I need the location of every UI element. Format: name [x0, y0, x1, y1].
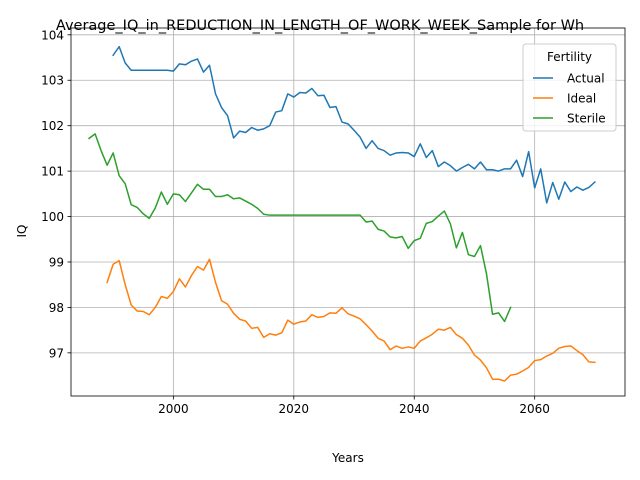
y-tick-label: 103: [41, 74, 64, 88]
y-tick-label: 104: [41, 28, 64, 42]
y-tick-label: 99: [49, 255, 64, 269]
series-line-sterile: [88, 133, 512, 323]
legend-label-ideal: Ideal: [567, 92, 596, 106]
series-layer: [88, 45, 596, 382]
legend-label-sterile: Sterile: [567, 112, 606, 126]
x-tick-label: 2020: [279, 402, 310, 416]
x-axis-label: Years: [331, 451, 364, 465]
y-tick-label: 101: [41, 165, 64, 179]
chart-title: Average_IQ_in_REDUCTION_IN_LENGTH_OF_WOR…: [56, 18, 584, 34]
y-tick-label: 100: [41, 210, 64, 224]
y-tick-label: 102: [41, 119, 64, 133]
legend-title: Fertility: [547, 50, 592, 64]
series-line-ideal: [106, 258, 596, 382]
y-axis-label: IQ: [15, 225, 29, 238]
legend-items: Actual Ideal Sterile: [533, 72, 606, 126]
x-axis: 2000 2020 2040 2060: [158, 396, 550, 416]
x-tick-label: 2060: [519, 402, 550, 416]
y-axis: 97 98 99 100 101 102 103 104: [41, 28, 71, 360]
legend-label-actual: Actual: [567, 72, 605, 86]
y-tick-label: 97: [49, 346, 64, 360]
legend: Fertility Actual Ideal Sterile: [522, 43, 617, 132]
plot-frame: [70, 27, 626, 397]
x-tick-label: 2000: [158, 402, 189, 416]
legend-box: [522, 43, 617, 132]
y-tick-label: 98: [49, 301, 64, 315]
series-line-actual: [112, 45, 596, 204]
x-tick-label: 2040: [399, 402, 430, 416]
